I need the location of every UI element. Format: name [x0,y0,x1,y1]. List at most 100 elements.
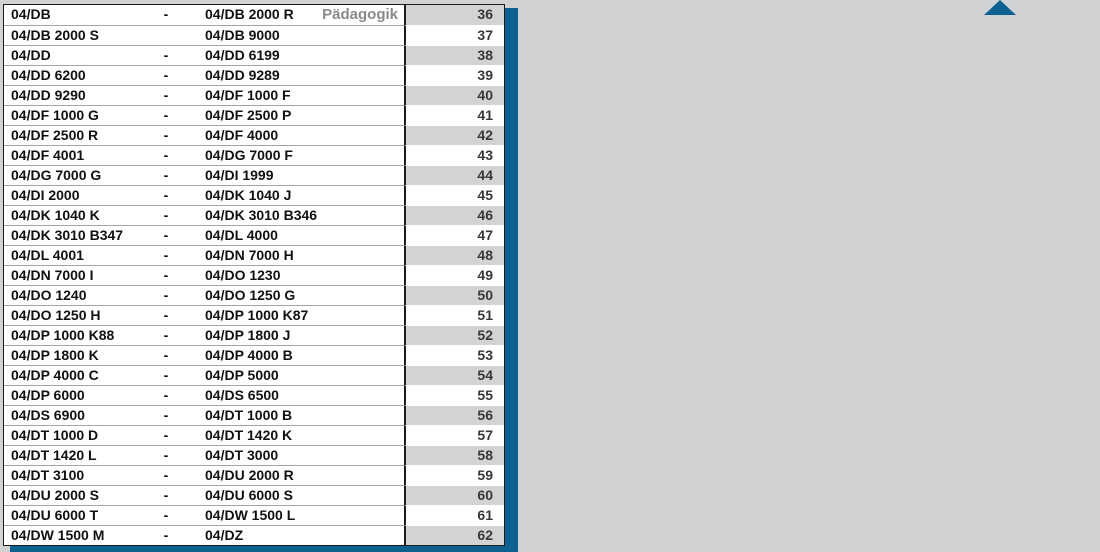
shelf-range-row: 04/DP 4000 C - 04/DP 5000 54 [4,365,504,385]
shelf-range-cell: 04/DP 6000 - 04/DS 6500 [4,385,404,405]
shelf-range-cell: 04/DL 4001 - 04/DN 7000 H [4,245,404,265]
table-shadow-bottom [10,544,518,552]
range-dash: - [163,167,169,183]
shelf-range-row: 04/DT 3100 - 04/DU 2000 R 59 [4,465,504,485]
range-dash: - [163,187,169,203]
range-dash: - [163,227,169,243]
range-start-value: 04/DP 4000 C [11,367,99,383]
range-dash: - [163,367,169,383]
shelf-range-cell: 04/DF 4001 - 04/DG 7000 F [4,145,404,165]
shelf-number-cell: 54 [404,365,504,385]
range-start-value: 04/DT 3100 [11,467,85,483]
shelf-range-cell: 04/DI 2000 - 04/DK 1040 J [4,185,404,205]
shelf-range-row: 04/DF 1000 G - 04/DF 2500 P 41 [4,105,504,125]
range-start-value: 04/DN 7000 I [11,267,94,283]
shelf-number-cell: 47 [404,225,504,245]
range-end-value: 04/DO 1250 G [205,287,296,303]
shelf-range-cell: 04/DU 2000 S - 04/DU 6000 S [4,485,404,505]
range-dash: - [163,147,169,163]
shelf-range-cell: 04/DO 1250 H - 04/DP 1000 K87 [4,305,404,325]
shelf-range-row: 04/DU 6000 T - 04/DW 1500 L 61 [4,505,504,525]
shelf-number-cell: 52 [404,325,504,345]
range-end-value: 04/DF 1000 F [205,87,291,103]
range-end-value: 04/DT 1420 K [205,427,293,443]
range-start-value: 04/DP 1000 K88 [11,327,115,343]
range-end-value: 04/DU 2000 R [205,467,294,483]
range-start-value: 04/DK 3010 B347 [11,227,124,243]
shelf-range-row: 04/DP 6000 - 04/DS 6500 55 [4,385,504,405]
shelf-range-row: 04/DW 1500 M - 04/DZ 62 [4,525,504,545]
shelf-range-row: 04/DT 1000 D - 04/DT 1420 K 57 [4,425,504,445]
shelf-range-row: 04/DL 4001 - 04/DN 7000 H 48 [4,245,504,265]
range-dash: - [163,207,169,223]
range-dash: - [163,327,169,343]
range-end-value: 04/DG 7000 F [205,147,293,163]
range-end-value: 04/DB 2000 R [205,6,294,22]
scroll-up-triangle-icon[interactable] [984,0,1016,15]
shelf-range-row: 04/DF 2500 R - 04/DF 4000 42 [4,125,504,145]
shelf-range-row: 04/DS 6900 - 04/DT 1000 B 56 [4,405,504,425]
shelf-number-cell: 48 [404,245,504,265]
shelf-range-row: 04/DT 1420 L - 04/DT 3000 58 [4,445,504,465]
shelf-number-cell: 61 [404,505,504,525]
shelf-number-cell: 38 [404,45,504,65]
shelf-number-cell: 44 [404,165,504,185]
shelf-range-cell: 04/DT 3100 - 04/DU 2000 R [4,465,404,485]
range-end-value: 04/DP 5000 [205,367,279,383]
range-end-value: 04/DP 1800 J [205,327,291,343]
range-dash: - [163,307,169,323]
range-end-value: 04/DN 7000 H [205,247,294,263]
range-dash: - [163,527,169,543]
shelf-range-cell: 04/DB 2000 S 04/DB 9000 [4,25,404,45]
range-dash: - [163,487,169,503]
shelf-range-cell: 04/DN 7000 I - 04/DO 1230 [4,265,404,285]
range-dash: - [163,507,169,523]
shelf-range-cell: 04/DP 1000 K88 - 04/DP 1800 J [4,325,404,345]
shelf-range-cell: 04/DK 3010 B347 - 04/DL 4000 [4,225,404,245]
range-start-value: 04/DP 6000 [11,387,85,403]
range-dash: - [163,47,169,63]
range-dash: - [163,467,169,483]
shelf-number-cell: 51 [404,305,504,325]
shelf-range-cell: 04/DD 6200 - 04/DD 9289 [4,65,404,85]
shelf-number-cell: 60 [404,485,504,505]
shelf-number-cell: 62 [404,525,504,545]
range-end-value: 04/DF 2500 P [205,107,292,123]
range-end-value: 04/DP 4000 B [205,347,293,363]
shelf-range-row: 04/DK 1040 K - 04/DK 3010 B346 46 [4,205,504,225]
range-end-value: 04/DO 1230 [205,267,281,283]
range-end-value: 04/DI 1999 [205,167,274,183]
range-start-value: 04/DO 1240 [11,287,87,303]
shelf-range-cell: 04/DG 7000 G - 04/DI 1999 [4,165,404,185]
range-start-value: 04/DL 4001 [11,247,84,263]
range-start-value: 04/DS 6900 [11,407,85,423]
range-start-value: 04/DW 1500 M [11,527,105,543]
shelf-range-cell: 04/DS 6900 - 04/DT 1000 B [4,405,404,425]
shelf-range-cell: 04/DO 1240 - 04/DO 1250 G [4,285,404,305]
range-end-value: 04/DT 1000 B [205,407,293,423]
range-dash: - [163,427,169,443]
range-end-value: 04/DP 1000 K87 [205,307,309,323]
shelf-number-cell: 37 [404,25,504,45]
range-start-value: 04/DD 9290 [11,87,86,103]
range-dash: - [163,87,169,103]
range-end-value: 04/DT 3000 [205,447,279,463]
shelf-range-cell: 04/DB - 04/DB 2000 R Pädagogik [4,5,404,25]
range-start-value: 04/DF 4001 [11,147,85,163]
shelf-range-row: 04/DB 2000 S 04/DB 9000 37 [4,25,504,45]
range-start-value: 04/DB [11,6,51,22]
range-dash: - [163,267,169,283]
shelf-range-table: 04/DB - 04/DB 2000 R Pädagogik 36 04/DB … [3,4,505,546]
range-end-value: 04/DB 9000 [205,27,280,43]
shelf-range-cell: 04/DP 4000 C - 04/DP 5000 [4,365,404,385]
shelf-number-cell: 59 [404,465,504,485]
shelf-range-row: 04/DG 7000 G - 04/DI 1999 44 [4,165,504,185]
shelf-number-cell: 55 [404,385,504,405]
range-end-value: 04/DU 6000 S [205,487,293,503]
shelf-range-row: 04/DD 6200 - 04/DD 9289 39 [4,65,504,85]
shelf-number-cell: 56 [404,405,504,425]
shelf-range-row: 04/DD - 04/DD 6199 38 [4,45,504,65]
shelf-range-cell: 04/DK 1040 K - 04/DK 3010 B346 [4,205,404,225]
range-dash: - [163,127,169,143]
